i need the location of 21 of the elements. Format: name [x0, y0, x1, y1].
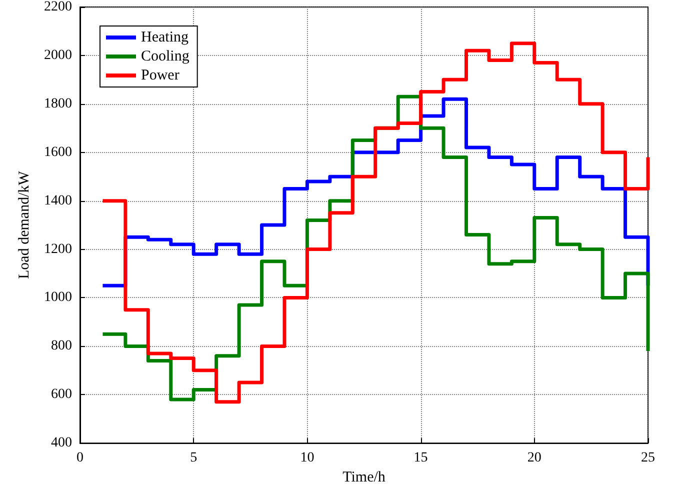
x-tick-label: 20 — [527, 450, 542, 466]
y-tick-label: 1000 — [44, 290, 72, 306]
legend-label: Heating — [141, 30, 189, 46]
x-tick-label: 0 — [76, 450, 84, 466]
y-tick-label: 1800 — [44, 96, 72, 112]
y-tick-label: 1200 — [44, 242, 72, 257]
y-axis-title: Load demand/kW — [16, 170, 32, 279]
legend-label: Cooling — [141, 48, 190, 64]
x-tick-label: 10 — [300, 450, 314, 466]
x-tick-label: 15 — [414, 450, 428, 466]
y-tick-label: 2000 — [44, 48, 72, 63]
x-tick-label: 25 — [641, 450, 655, 466]
y-tick-label: 800 — [51, 338, 72, 354]
y-tick-label: 1600 — [44, 144, 72, 160]
x-axis-title: Time/h — [342, 470, 386, 486]
y-tick-label: 400 — [51, 436, 72, 451]
y-tick-label: 1400 — [44, 193, 72, 208]
y-tick-label: 2200 — [44, 0, 72, 14]
y-tick-label: 600 — [51, 387, 72, 402]
legend-label: Power — [141, 68, 180, 84]
x-tick-label: 5 — [190, 450, 198, 466]
